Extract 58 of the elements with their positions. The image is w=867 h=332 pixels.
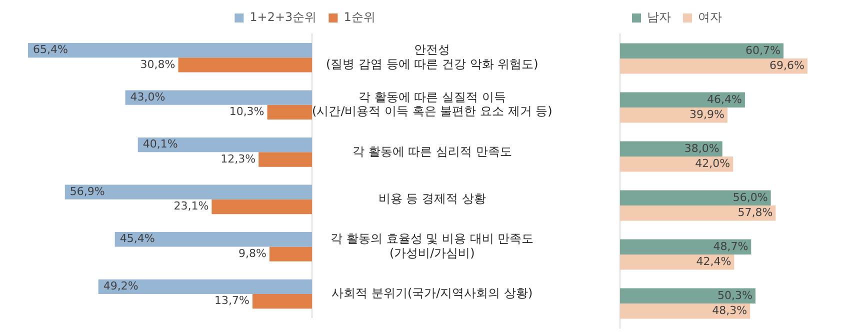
y-tick-label: 비용 등 경제적 상황 bbox=[378, 192, 486, 206]
bar bbox=[620, 190, 771, 206]
bar bbox=[620, 288, 756, 304]
bar bbox=[125, 90, 312, 105]
data-label: 42,4% bbox=[696, 254, 732, 268]
data-label: 12,3% bbox=[220, 152, 256, 166]
bar bbox=[64, 184, 312, 200]
data-label: 40,1% bbox=[142, 138, 178, 151]
data-label: 65,4% bbox=[32, 43, 68, 56]
bar bbox=[258, 152, 312, 167]
bar bbox=[114, 232, 312, 247]
data-label: 56,9% bbox=[70, 184, 105, 198]
data-label: 69,6% bbox=[769, 58, 804, 72]
legend-label: 여자 bbox=[698, 10, 722, 24]
bar bbox=[178, 58, 312, 72]
data-label: 30,8% bbox=[140, 58, 176, 71]
bar bbox=[138, 138, 312, 152]
bar bbox=[620, 43, 784, 58]
bar bbox=[620, 304, 750, 319]
legend-label: 1+2+3순위 bbox=[250, 10, 317, 24]
bar bbox=[620, 141, 722, 156]
data-label: 50,3% bbox=[718, 288, 752, 302]
data-label: 39,9% bbox=[690, 108, 724, 121]
data-label: 49,2% bbox=[103, 280, 138, 292]
data-label: 46,4% bbox=[707, 92, 742, 106]
y-tick-label: 안전성 (질병 감염 등에 따른 건강 악화 위험도) bbox=[326, 42, 538, 71]
data-label: 38,0% bbox=[684, 142, 720, 155]
data-label: 9,8% bbox=[238, 246, 266, 260]
bar bbox=[267, 104, 312, 120]
y-tick-label: 각 활동의 효율성 및 비용 대비 만족도 (가성비/가심비) bbox=[330, 232, 534, 260]
bar bbox=[620, 58, 808, 74]
bar bbox=[620, 239, 752, 254]
data-label: 43,0% bbox=[130, 90, 166, 104]
data-label: 13,7% bbox=[214, 294, 250, 308]
bar bbox=[620, 206, 776, 221]
data-label: 42,0% bbox=[695, 156, 730, 170]
data-label: 10,3% bbox=[229, 105, 264, 118]
data-label: 48,3% bbox=[712, 304, 748, 317]
data-label: 23,1% bbox=[174, 200, 209, 213]
bar bbox=[252, 294, 312, 309]
data-label: 45,4% bbox=[120, 232, 155, 246]
bar bbox=[620, 92, 745, 108]
y-tick-label: 각 활동에 따른 실질적 이득 (시간/비용적 이득 혹은 불편한 요소 제거 등) bbox=[312, 90, 552, 118]
y-tick-label: 각 활동에 따른 심리적 만족도 bbox=[352, 144, 512, 158]
bar bbox=[620, 156, 734, 172]
data-label: 48,7% bbox=[713, 240, 748, 253]
data-label: 60,7% bbox=[746, 44, 780, 57]
bar bbox=[269, 246, 312, 262]
bar bbox=[28, 42, 312, 58]
bar bbox=[620, 108, 728, 123]
legend-label: 남자 bbox=[647, 10, 671, 24]
bar bbox=[98, 279, 312, 294]
data-label: 57,8% bbox=[738, 206, 773, 219]
data-label: 56,0% bbox=[732, 190, 768, 204]
y-tick-label: 사회적 분위기(국가/지역사회의 상황) bbox=[332, 286, 533, 300]
bar bbox=[212, 199, 312, 214]
bar bbox=[620, 254, 734, 270]
legend-label: 1순위 bbox=[344, 10, 376, 24]
